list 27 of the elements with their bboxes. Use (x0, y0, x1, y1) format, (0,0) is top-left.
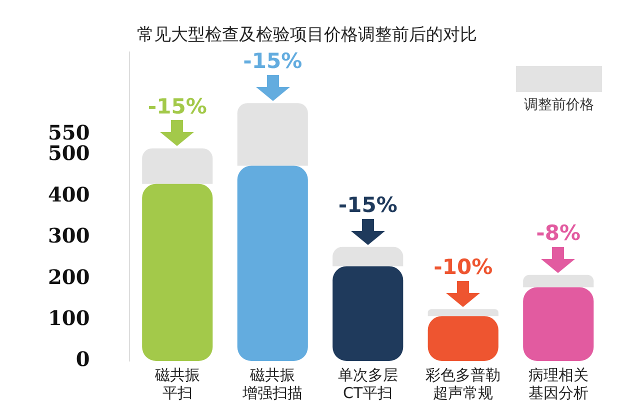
bar (237, 166, 308, 361)
bar (142, 184, 213, 361)
x-tick-label: 病理相关基因分析 (528, 366, 588, 402)
chart-title: 常见大型检查及检验项目价格调整前后的对比 (137, 25, 477, 46)
y-tick-label: 300 (48, 224, 90, 248)
text: 调整前价格 (523, 96, 595, 114)
bar (142, 148, 213, 184)
annotation: -10% (434, 255, 493, 280)
bar (237, 103, 308, 166)
bar (428, 316, 498, 361)
y-tick-label: 100 (48, 306, 90, 330)
y-tick-label: 0 (76, 347, 90, 372)
y-tick-label: 200 (48, 264, 90, 289)
x-tick-label: 彩色多普勒超声常规 (426, 366, 501, 402)
annotation: -15% (148, 94, 207, 118)
bar (332, 246, 404, 266)
annotation: -15% (243, 49, 302, 74)
bar (523, 274, 594, 288)
x-tick-label: 磁共振平扫 (154, 366, 200, 402)
annotation: -8% (536, 220, 581, 245)
bar (332, 266, 404, 361)
annotation: -15% (338, 192, 398, 217)
bar (523, 287, 594, 361)
y-tick-label: 400 (48, 182, 90, 206)
x-tick-label: 单次多层CT平扫 (338, 366, 398, 402)
bar (428, 309, 498, 316)
x-tick-label: 磁共振增强扫描 (242, 366, 303, 402)
